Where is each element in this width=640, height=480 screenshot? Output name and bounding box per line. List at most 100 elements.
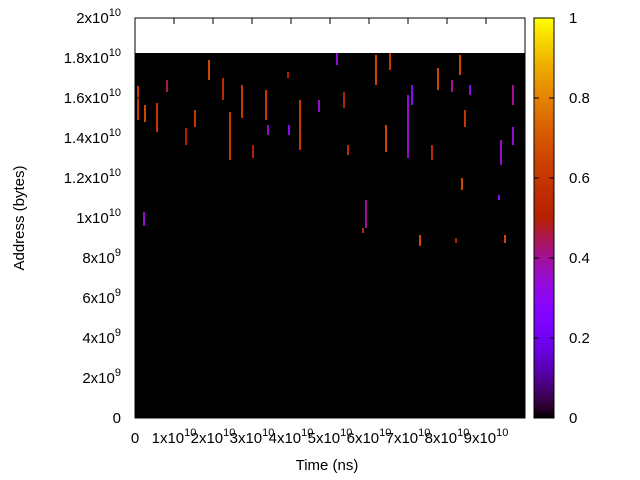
x-tick-label: 7x1010 (386, 427, 431, 447)
y-tick-label-exponent: 10 (109, 7, 121, 19)
y-tick-label-base: 1.2x10 (64, 170, 109, 187)
heatmap-cell (166, 80, 169, 92)
x-tick-label: 1x1010 (152, 427, 197, 447)
heatmap-cell (388, 53, 391, 70)
x-tick-label-base: 6x10 (347, 430, 380, 447)
heatmap-background (135, 53, 525, 418)
heatmap-cell (436, 68, 439, 90)
y-tick-label: 0 (113, 410, 121, 427)
x-tick-label: 5x1010 (308, 427, 353, 447)
x-tick-label-base: 8x10 (425, 430, 458, 447)
y-tick-label-exponent: 9 (115, 287, 121, 299)
heatmap-cell (469, 85, 472, 95)
y-tick-label-exponent: 9 (115, 327, 121, 339)
y-tick-label-exponent: 10 (109, 87, 121, 99)
heatmap-cell (343, 92, 346, 108)
y-axis-label: Address (bytes) (11, 165, 28, 270)
heatmap-cell (374, 55, 377, 85)
y-tick-label-base: 4x10 (82, 330, 115, 347)
x-tick-label: 2x1010 (191, 427, 236, 447)
heatmap-cell (458, 55, 461, 75)
heatmap-cell (407, 95, 409, 158)
heatmap-cell (286, 72, 289, 78)
x-tick-label-base: 4x10 (269, 430, 302, 447)
y-tick-label-base: 2x10 (82, 370, 115, 387)
heatmap-cell (143, 212, 146, 226)
x-tick-label: 3x1010 (230, 427, 275, 447)
heatmap-cell (318, 100, 321, 112)
heatmap-cell (450, 80, 453, 92)
y-tick-label: 2x1010 (76, 7, 121, 27)
y-tick-label-base: 1x10 (76, 210, 109, 227)
x-tick-label-exponent: 10 (340, 427, 352, 439)
x-tick-label-base: 2x10 (191, 430, 224, 447)
colorbar-tick-label: 0.4 (569, 250, 590, 267)
heatmap-cell (335, 53, 338, 65)
colorbar-tick-label: 1 (569, 10, 577, 27)
heatmap-cell (464, 110, 467, 127)
heatmap-cell (185, 128, 188, 145)
heatmap-cell (503, 235, 506, 243)
heatmap-cell (207, 60, 210, 80)
y-tick-label: 1x1010 (76, 207, 121, 227)
x-tick-label: 9x1010 (464, 427, 509, 447)
heatmap-cell (252, 145, 255, 158)
heatmap-cell (411, 85, 414, 105)
heatmap-cell (511, 127, 514, 145)
y-tick-label: 1.2x1010 (64, 167, 121, 187)
y-tick-label: 1.8x1010 (64, 47, 121, 67)
x-tick-label-base: 1x10 (152, 430, 185, 447)
heatmap-cell (229, 112, 232, 160)
heatmap-cell (193, 110, 196, 127)
x-tick-label: 4x1010 (269, 427, 314, 447)
heatmap-cell (137, 86, 140, 120)
heatmap-cell (347, 145, 350, 155)
heatmap-cell (221, 78, 224, 100)
y-tick-label-base: 1.6x10 (64, 90, 109, 107)
x-tick-label-exponent: 10 (301, 427, 313, 439)
y-tick-label-exponent: 10 (109, 167, 121, 179)
heatmap-cell (419, 235, 422, 246)
x-axis-label: Time (ns) (296, 457, 359, 474)
x-tick-label-base: 7x10 (386, 430, 419, 447)
x-tick-label: 8x1010 (425, 427, 470, 447)
heatmap-cell (385, 125, 388, 152)
colorbar-tick-label: 0.8 (569, 90, 590, 107)
heatmap-cell (143, 105, 146, 122)
y-tick-label: 4x109 (82, 327, 121, 347)
y-tick-label-base: 2x10 (76, 10, 109, 27)
x-tick-label-exponent: 10 (418, 427, 430, 439)
colorbar-tick-label: 0 (569, 410, 577, 427)
y-tick-label: 1.6x1010 (64, 87, 121, 107)
heatmap-cell (511, 85, 514, 105)
y-tick-label-base: 1.8x10 (64, 50, 109, 67)
x-tick-label-exponent: 10 (379, 427, 391, 439)
heatmap-cell (430, 145, 433, 160)
x-tick-label-base: 3x10 (230, 430, 263, 447)
heatmap-cell (461, 178, 464, 190)
y-tick-label-exponent: 10 (109, 207, 121, 219)
x-tick-label-exponent: 10 (223, 427, 235, 439)
x-tick-label-base: 5x10 (308, 430, 341, 447)
x-tick-label-exponent: 10 (496, 427, 508, 439)
y-tick-label-exponent: 9 (115, 367, 121, 379)
y-tick-label-base: 8x10 (82, 250, 115, 267)
y-tick-label: 6x109 (82, 287, 121, 307)
x-tick-label-exponent: 10 (457, 427, 469, 439)
x-tick-label: 6x1010 (347, 427, 392, 447)
heatmap-cell (155, 103, 158, 132)
heatmap-cell (361, 228, 364, 233)
heatmap-cell (364, 200, 367, 228)
y-tick-label-base: 1.4x10 (64, 130, 109, 147)
colorbar (533, 17, 555, 419)
x-tick-label-exponent: 10 (184, 427, 196, 439)
heatmap-cell (288, 125, 291, 135)
heatmap-cell (500, 140, 503, 165)
heatmap-cell (497, 195, 500, 200)
x-tick-label-exponent: 10 (262, 427, 274, 439)
y-tick-label: 1.4x1010 (64, 127, 121, 147)
y-tick-label-exponent: 9 (115, 247, 121, 259)
x-tick-label-base: 9x10 (464, 430, 497, 447)
y-tick-label-base: 6x10 (82, 290, 115, 307)
